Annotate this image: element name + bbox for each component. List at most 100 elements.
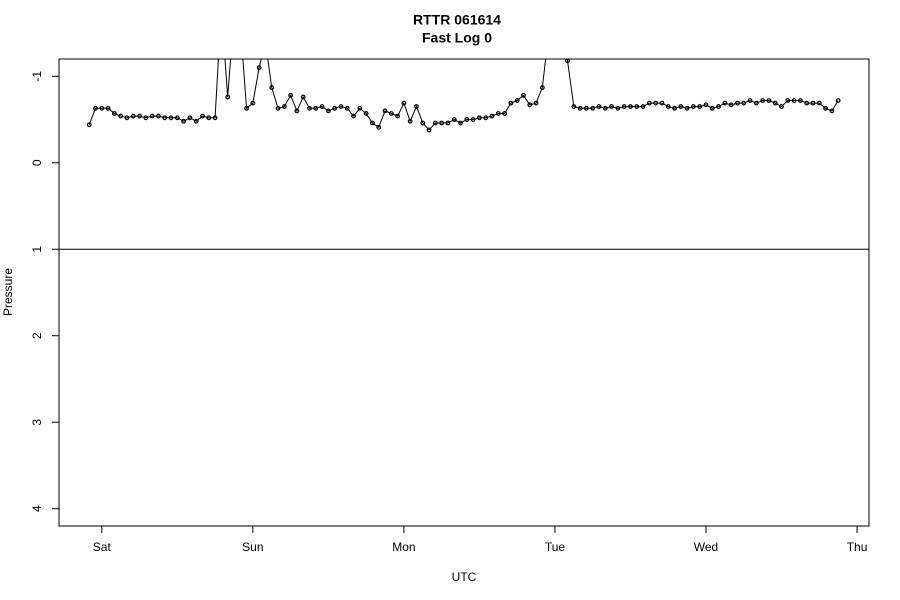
- data-point: [256, 65, 262, 71]
- data-point: [653, 100, 659, 106]
- data-point: [300, 94, 306, 100]
- data-point: [553, 23, 557, 27]
- data-point: [244, 105, 249, 111]
- x-axis-label: UTC: [452, 570, 477, 584]
- data-point: [206, 115, 212, 121]
- data-point: [407, 118, 413, 124]
- data-point: [111, 111, 117, 116]
- data-point: [816, 100, 822, 106]
- data-point: [659, 100, 665, 106]
- data-point: [137, 113, 142, 119]
- y-tick-label: -1: [30, 71, 44, 82]
- data-point: [602, 105, 608, 111]
- data-point: [193, 118, 199, 124]
- data-point: [584, 105, 589, 111]
- data-point: [395, 113, 401, 119]
- data-point: [307, 105, 312, 111]
- data-point: [722, 100, 728, 106]
- data-point: [388, 111, 394, 116]
- x-tick-label: Wed: [694, 540, 718, 554]
- y-tick-label: 0: [30, 159, 44, 166]
- data-point: [212, 115, 218, 121]
- data-point: [269, 85, 275, 90]
- data-point: [797, 98, 803, 103]
- data-point: [741, 100, 747, 106]
- data-point: [678, 104, 684, 109]
- chart-subtitle: Fast Log 0: [422, 30, 492, 46]
- plot-area: [86, 14, 841, 133]
- x-tick-label: Sun: [242, 540, 263, 554]
- data-point: [470, 117, 476, 122]
- data-point: [697, 104, 703, 109]
- data-point: [785, 98, 791, 103]
- data-point: [514, 98, 520, 103]
- data-point: [791, 98, 797, 103]
- data-point: [288, 92, 294, 98]
- data-point: [565, 59, 570, 64]
- data-point: [779, 104, 784, 109]
- data-point: [829, 108, 835, 114]
- data-point: [281, 104, 287, 109]
- data-point: [325, 108, 331, 114]
- data-point: [99, 105, 105, 111]
- data-point: [432, 120, 438, 126]
- data-point: [370, 120, 375, 126]
- chart-title: RTTR 061614: [413, 12, 501, 28]
- data-point: [772, 100, 778, 106]
- data-point: [232, 14, 236, 18]
- y-axis-label: Pressure: [1, 268, 15, 316]
- data-point: [703, 102, 709, 108]
- data-point: [760, 98, 766, 103]
- data-point: [716, 104, 721, 109]
- data-point: [464, 117, 470, 122]
- data-point: [735, 100, 740, 106]
- data-point: [93, 105, 98, 111]
- data-point: [615, 105, 621, 111]
- data-point: [521, 92, 526, 98]
- data-point: [835, 98, 841, 103]
- data-point: [143, 115, 149, 121]
- data-point: [382, 108, 388, 114]
- data-point: [426, 127, 432, 133]
- data-point: [577, 105, 583, 111]
- data-point: [596, 104, 602, 109]
- data-point: [665, 104, 671, 109]
- data-point: [823, 105, 828, 111]
- y-tick-label: 1: [30, 246, 44, 253]
- data-point: [105, 105, 111, 111]
- data-point: [130, 113, 136, 119]
- data-point: [124, 115, 130, 121]
- data-point: [753, 100, 759, 106]
- x-tick-label: Thu: [847, 540, 868, 554]
- data-point: [489, 113, 495, 119]
- y-tick-label: 4: [30, 505, 44, 512]
- data-point: [420, 120, 426, 126]
- data-point: [609, 104, 614, 109]
- data-point: [508, 100, 514, 106]
- data-point: [294, 108, 300, 114]
- data-point: [495, 111, 501, 116]
- data-point: [376, 124, 382, 130]
- data-point: [766, 98, 772, 103]
- data-point: [483, 115, 489, 121]
- data-point: [162, 115, 168, 121]
- data-point: [401, 100, 407, 106]
- data-line: [88, 59, 839, 131]
- data-point: [439, 120, 445, 126]
- y-tick-label: 3: [30, 419, 44, 426]
- data-point: [264, 40, 268, 44]
- data-point: [238, 23, 242, 27]
- data-point: [174, 115, 180, 121]
- data-point: [363, 111, 369, 116]
- data-point: [156, 113, 161, 119]
- data-point: [628, 104, 633, 109]
- data-point: [640, 104, 646, 109]
- data-point: [810, 100, 816, 106]
- data-point: [559, 31, 563, 35]
- data-point: [338, 104, 344, 109]
- data-point: [451, 117, 457, 122]
- data-point: [414, 104, 419, 109]
- data-point: [691, 104, 696, 109]
- data-point: [319, 104, 325, 109]
